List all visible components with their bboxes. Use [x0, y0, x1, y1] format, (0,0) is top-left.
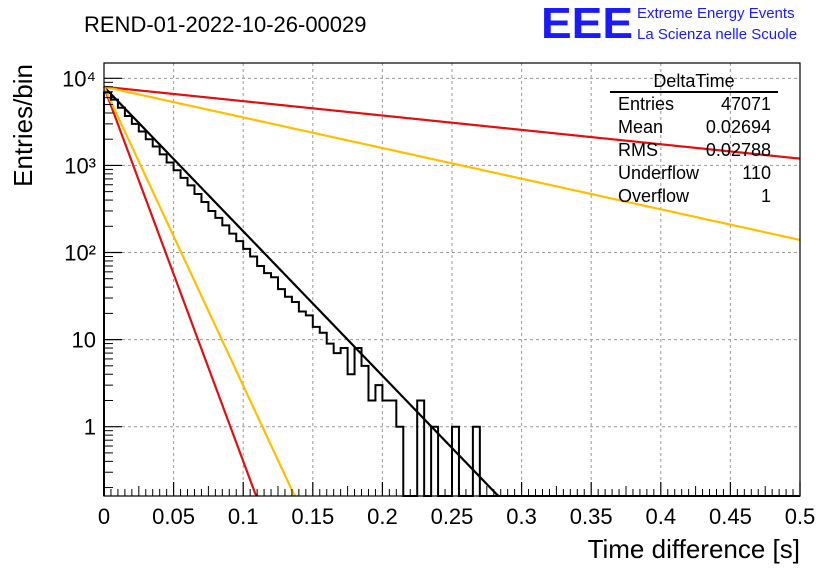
x-tick-label: 0.35: [570, 504, 613, 529]
stats-label-entries: Entries: [618, 94, 674, 114]
x-tick-label: 0.4: [646, 504, 677, 529]
x-tick-label: 0.25: [431, 504, 474, 529]
stats-label-overflow: Overflow: [618, 186, 690, 206]
logo-line-2: La Scienza nelle Scuole: [637, 26, 797, 43]
stats-label-underflow: Underflow: [618, 163, 700, 183]
y-tick-label: 10²: [64, 241, 96, 266]
stats-value-rms: 0.02788: [706, 140, 771, 160]
x-axis-label: Time difference [s]: [588, 534, 800, 564]
x-tick-label: 0.2: [367, 504, 398, 529]
x-tick-label: 0: [98, 504, 110, 529]
chart-title: REND-01-2022-10-26-00029: [84, 12, 367, 37]
fit-curves: [102, 85, 801, 497]
fit-curve: [102, 86, 258, 497]
stats-value-underflow: 110: [742, 163, 771, 183]
stats-box: DeltaTime Entries 47071 Mean 0.02694 RMS…: [610, 71, 778, 206]
y-tick-label: 1: [84, 415, 96, 440]
stats-label-rms: RMS: [618, 140, 658, 160]
x-tick-label: 0.05: [152, 504, 195, 529]
fit-curve: [103, 85, 801, 160]
fit-curve: [103, 85, 801, 242]
stats-value-mean: 0.02694: [706, 117, 771, 137]
fit-curve: [103, 86, 297, 497]
x-tick-label: 0.1: [228, 504, 259, 529]
y-axis: 1 10 10² 10³ 10⁴: [62, 66, 122, 489]
eee-logo-mark: EEE: [541, 0, 633, 48]
x-axis: 0 0.05 0.1 0.15 0.2 0.25 0.3 0.35 0.4 0.45 0.5: [98, 482, 815, 529]
y-tick-label: 10³: [64, 153, 96, 178]
stats-value-overflow: 1: [761, 186, 771, 206]
fit-curve: [103, 86, 500, 497]
y-tick-label: 10: [72, 328, 96, 353]
logo-line-1: Extreme Energy Events: [637, 5, 795, 22]
stats-label-mean: Mean: [618, 117, 663, 137]
stats-box-title: DeltaTime: [653, 71, 734, 91]
y-tick-label: 10⁴: [62, 66, 96, 91]
x-tick-label: 0.45: [709, 504, 752, 529]
x-tick-label: 0.15: [291, 504, 334, 529]
stats-value-entries: 47071: [721, 94, 771, 114]
y-axis-label: Entries/bin: [8, 64, 38, 187]
x-tick-label: 0.5: [785, 504, 816, 529]
eee-logo: EEE Extreme Energy Events La Scienza nel…: [541, 0, 797, 48]
x-tick-label: 0.3: [506, 504, 537, 529]
